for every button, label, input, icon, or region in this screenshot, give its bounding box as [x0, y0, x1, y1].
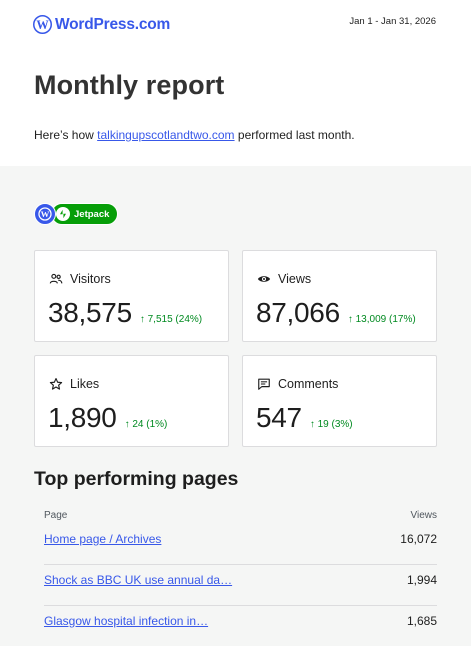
wordpress-brand[interactable]: W WordPress.com	[33, 15, 170, 34]
page-link[interactable]: Shock as BBC UK use annual da…	[44, 573, 233, 587]
stat-label: Views	[278, 272, 312, 286]
wordpress-logo-icon: W	[33, 15, 52, 34]
top-pages-table: Page Views Home page / Archives 16,072 S…	[44, 510, 437, 636]
date-range: Jan 1 - Jan 31, 2026	[349, 16, 436, 27]
svg-text:W: W	[41, 209, 50, 219]
report-header: W WordPress.com Jan 1 - Jan 31, 2026 Mon…	[0, 0, 471, 166]
stat-value: 38,575	[48, 297, 132, 328]
stat-label: Visitors	[70, 272, 111, 286]
stat-label: Likes	[70, 377, 100, 391]
page-views: 1,994	[406, 573, 437, 587]
intro-prefix: Here’s how	[34, 128, 98, 142]
eye-icon	[257, 276, 271, 282]
stat-card-visitors: Visitors 38,575 ↑ 7,515 (24%)	[34, 250, 229, 342]
stat-delta: ↑ 13,009 (17%)	[347, 314, 416, 325]
section-title: Top performing pages	[34, 468, 239, 490]
stat-card-comments: Comments 547 ↑ 19 (3%)	[242, 355, 437, 447]
site-link[interactable]: talkingupscotlandtwo.com	[97, 128, 235, 142]
report-body: W Jetpack Visitors 38,575 ↑	[0, 166, 471, 646]
stat-value: 87,066	[256, 297, 340, 328]
stat-delta: ↑ 7,515 (24%)	[139, 314, 203, 325]
table-header: Page Views	[44, 510, 437, 524]
intro-suffix: performed last month.	[234, 128, 355, 142]
stat-card-likes: Likes 1,890 ↑ 24 (1%)	[34, 355, 229, 447]
stat-delta: ↑ 24 (1%)	[124, 419, 168, 430]
jetpack-bolt-icon	[56, 207, 70, 221]
column-header-views: Views	[410, 510, 438, 521]
table-row: Glasgow hospital infection in… 1,685	[44, 606, 437, 636]
divider	[44, 605, 437, 606]
page-link[interactable]: Glasgow hospital infection in…	[44, 614, 209, 628]
star-icon	[49, 378, 63, 390]
table-row: Shock as BBC UK use annual da… 1,994	[44, 565, 437, 595]
stat-card-views: Views 87,066 ↑ 13,009 (17%)	[242, 250, 437, 342]
badges: W Jetpack	[34, 203, 119, 225]
page-link[interactable]: Home page / Archives	[44, 532, 162, 546]
jetpack-badge: Jetpack	[51, 203, 119, 225]
column-header-page: Page	[44, 510, 68, 521]
intro-text: Here’s how talkingupscotlandtwo.com perf…	[34, 128, 355, 142]
page-views: 1,685	[406, 614, 437, 628]
page-title: Monthly report	[34, 70, 225, 100]
comment-icon	[258, 378, 270, 390]
stat-value: 1,890	[48, 402, 117, 433]
wordpress-badge-icon: W	[34, 203, 56, 225]
svg-text:W: W	[36, 18, 49, 32]
stat-label: Comments	[278, 377, 339, 391]
divider	[44, 564, 437, 565]
people-icon	[49, 273, 63, 284]
jetpack-label: Jetpack	[74, 208, 110, 220]
stat-value: 547	[256, 402, 302, 433]
table-row: Home page / Archives 16,072	[44, 524, 437, 554]
brand-name: WordPress.com	[55, 15, 171, 33]
stat-delta: ↑ 19 (3%)	[309, 419, 353, 430]
page-views: 16,072	[400, 532, 437, 546]
